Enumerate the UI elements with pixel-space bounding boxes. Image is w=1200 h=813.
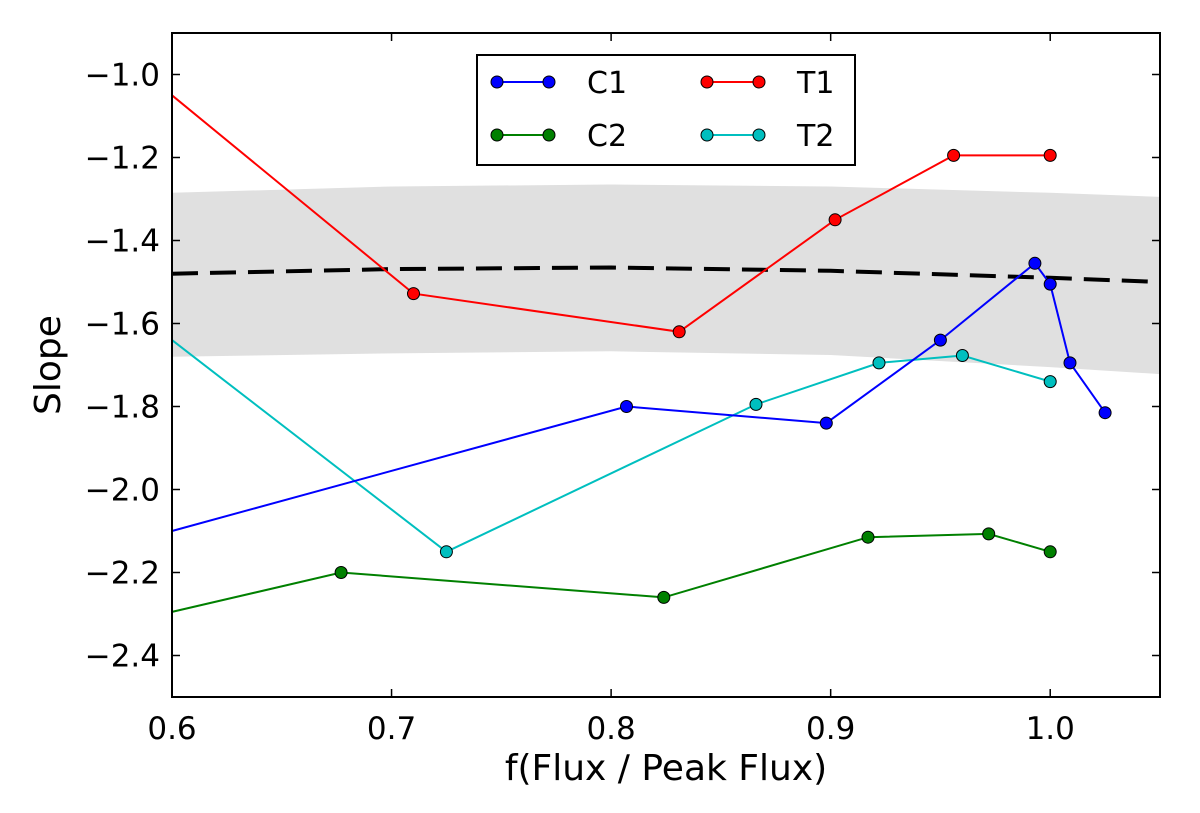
legend-label-t2: T2	[796, 119, 834, 154]
legend-marker-c1-left	[490, 75, 504, 89]
x-tick-label-4: 0.9	[806, 711, 855, 747]
x-tick-label-2: 0.7	[367, 711, 416, 747]
legend-box	[476, 54, 856, 166]
x-tick-label-5: 1.0	[1026, 711, 1075, 747]
series-t2-point-4	[872, 356, 886, 370]
x-axis-label: f(Flux / Peak Flux)	[505, 748, 827, 789]
ticks-layer: 0.6 0.7 0.8 0.9 1.0 −1.0 −1.2 −1.4 −1.6 −1.8 −2.0 −…	[85, 33, 1160, 747]
series-t2-point-5	[955, 349, 969, 362]
y-tick-label-7: −2.2	[85, 556, 160, 592]
series-t1-point-3	[672, 325, 686, 339]
plot-frame	[171, 32, 1161, 698]
series-c1-point-2	[620, 400, 633, 413]
legend-marker-t1-right	[752, 75, 766, 89]
series-t1-point-5	[947, 148, 961, 162]
series-c1	[171, 256, 1112, 532]
y-tick-label-1: −1.0	[85, 58, 160, 94]
series-c1-point-5	[1028, 256, 1042, 270]
series-c2-point-3	[657, 590, 671, 604]
series-c2-point-4	[861, 530, 875, 544]
series-c1-point-4	[933, 333, 947, 347]
legend-item-t2: T2	[700, 119, 834, 154]
series-c2-point-6	[1043, 545, 1057, 559]
series-c1-point-6	[1043, 277, 1057, 291]
axes-layer	[171, 32, 1161, 698]
legend-item-c2: C2	[490, 119, 627, 154]
series-c2-point-2	[334, 566, 348, 579]
series-layer	[171, 94, 1112, 613]
series-t2	[171, 339, 1057, 559]
y-tick-label-5: −1.8	[85, 390, 160, 426]
legend-marker-c2-right	[542, 128, 556, 142]
series-c2-point-5	[982, 527, 996, 541]
legend-item-t1: T1	[700, 66, 834, 101]
series-c2	[171, 527, 1057, 613]
series-t2-point-6	[1043, 375, 1057, 389]
legend-label-c2: C2	[587, 119, 627, 154]
legend-marker-t2-left	[700, 128, 714, 142]
legend-marker-c2-left	[490, 128, 504, 142]
series-t2-point-2	[439, 545, 453, 559]
series-t1-point-4	[828, 213, 842, 227]
y-tick-label-4: −1.6	[85, 307, 160, 343]
x-tick-label-3: 0.8	[586, 711, 635, 747]
x-tick-label-1: 0.6	[147, 711, 196, 747]
y-axis-label: Slope	[28, 315, 69, 415]
y-tick-label-2: −1.2	[85, 141, 160, 177]
uncertainty-band-layer	[172, 184, 1160, 375]
reference-line-layer	[171, 265, 1161, 284]
series-c1-point-3	[819, 416, 833, 430]
legend-item-c1: C1	[490, 66, 627, 101]
legend-label-t1: T1	[796, 66, 834, 101]
series-c1-line	[171, 261, 1106, 532]
legend-marker-c1-right	[542, 75, 556, 89]
legend-marker-t1-left	[700, 75, 714, 89]
series-t1	[171, 94, 1057, 339]
series-t1-point-2	[407, 287, 420, 301]
y-tick-label-3: −1.4	[85, 224, 160, 260]
legend: C1 C2 T1 T2	[476, 54, 856, 166]
y-tick-label-8: −2.4	[85, 639, 160, 675]
y-tick-label-6: −2.0	[85, 473, 160, 509]
legend-marker-t2-right	[752, 128, 766, 142]
uncertainty-band	[172, 184, 1160, 375]
series-c1-point-7	[1063, 356, 1077, 370]
series-t1-line	[171, 94, 1051, 333]
series-t1-point-6	[1043, 148, 1057, 162]
reference-dashed-line	[171, 265, 1161, 284]
legend-label-c1: C1	[587, 66, 627, 101]
series-c2-line	[171, 532, 1051, 613]
series-t2-point-3	[749, 397, 763, 411]
series-c1-point-8	[1098, 406, 1112, 420]
series-t2-line	[171, 339, 1051, 553]
